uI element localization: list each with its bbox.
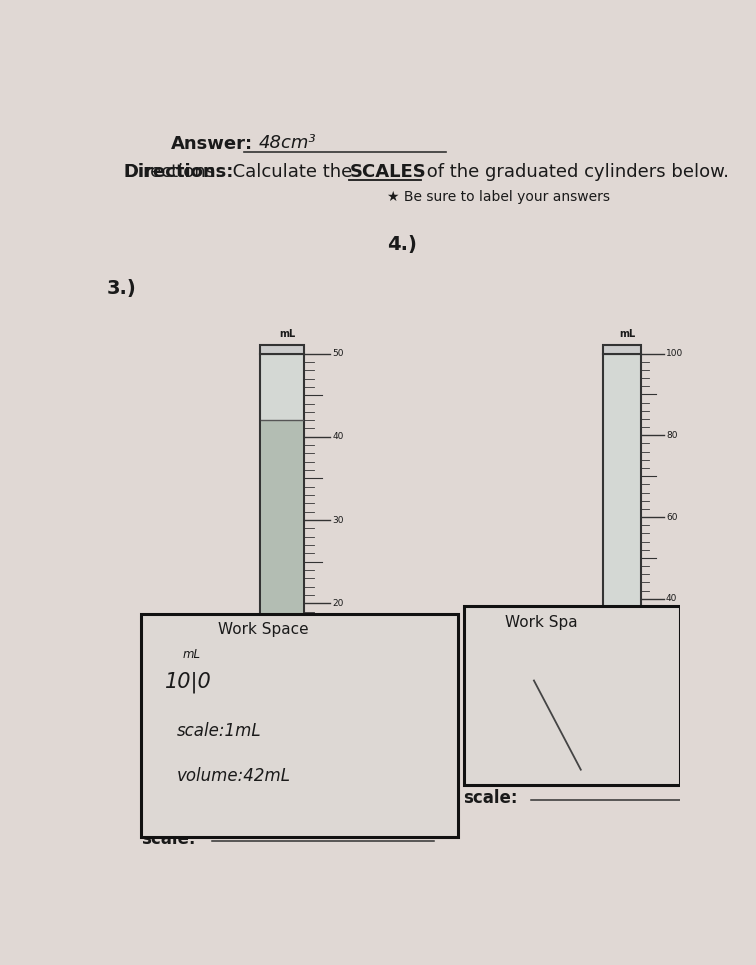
Text: Directions:  Calculate the: Directions: Calculate the xyxy=(124,163,358,180)
Bar xyxy=(603,353,641,762)
Text: ★ Be sure to label your answers: ★ Be sure to label your answers xyxy=(387,190,610,205)
Text: scale:1mL: scale:1mL xyxy=(177,722,261,740)
Text: volume:42mL: volume:42mL xyxy=(177,767,290,785)
Text: 50: 50 xyxy=(333,349,344,358)
Text: 40: 40 xyxy=(666,594,677,603)
Text: 40: 40 xyxy=(333,432,344,441)
Text: scale:: scale: xyxy=(141,830,196,848)
Text: Work Space: Work Space xyxy=(218,622,308,638)
Text: 10: 10 xyxy=(333,682,344,691)
Text: mL: mL xyxy=(280,329,296,340)
FancyBboxPatch shape xyxy=(248,759,316,784)
Text: 1 mL: 1 mL xyxy=(270,822,311,841)
Bar xyxy=(603,345,641,353)
Text: 60: 60 xyxy=(666,512,677,521)
Text: mL: mL xyxy=(620,329,636,340)
Text: 20: 20 xyxy=(333,598,344,608)
Bar xyxy=(463,606,680,785)
Bar xyxy=(260,345,304,353)
FancyBboxPatch shape xyxy=(592,753,652,776)
Text: Answer:: Answer: xyxy=(171,135,253,153)
Text: of the graduated cylinders below.: of the graduated cylinders below. xyxy=(421,163,730,180)
Text: 20: 20 xyxy=(666,676,677,685)
Text: 100: 100 xyxy=(666,349,683,358)
Bar xyxy=(604,620,640,762)
Bar xyxy=(260,353,304,770)
Text: 10|0: 10|0 xyxy=(165,672,212,694)
Text: scale:: scale: xyxy=(463,789,518,807)
Text: 3.): 3.) xyxy=(106,279,136,298)
Text: 48cm³: 48cm³ xyxy=(259,134,316,152)
Text: Directions:: Directions: xyxy=(124,163,234,180)
Text: Work Spa: Work Spa xyxy=(504,615,578,630)
Text: 30: 30 xyxy=(333,515,344,525)
Text: 4.): 4.) xyxy=(387,234,417,254)
Bar xyxy=(141,614,458,837)
Text: SCALES: SCALES xyxy=(349,163,426,180)
Text: mL: mL xyxy=(182,648,200,661)
Bar xyxy=(261,420,303,770)
Text: 80: 80 xyxy=(666,430,677,440)
